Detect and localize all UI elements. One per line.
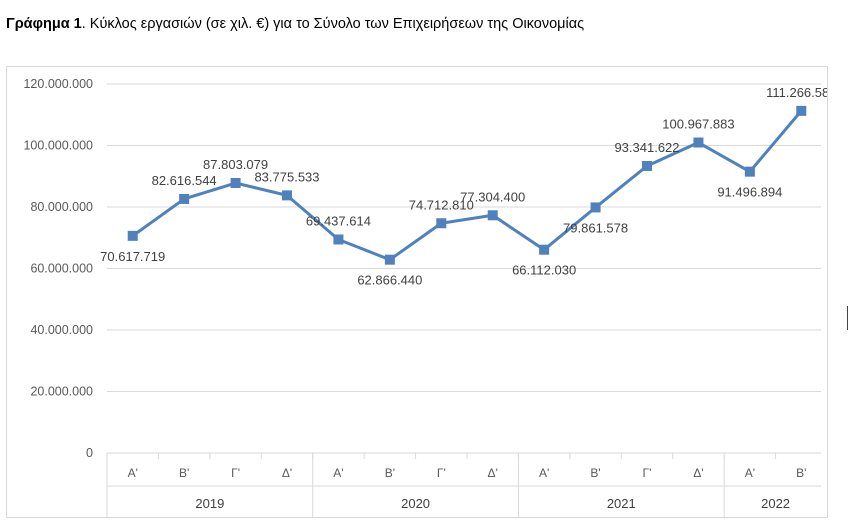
chart-area: 0 20.000.000 40.000.000 60.000.000 80.000.00… <box>6 66 828 518</box>
data-label: 79.861.578 <box>563 220 628 235</box>
x-category-label: Α' <box>539 466 549 480</box>
data-point-marker <box>539 244 550 255</box>
data-label: 77.304.400 <box>460 189 525 204</box>
x-category-label: Α' <box>128 466 138 480</box>
x-category-label: Β' <box>590 466 600 480</box>
data-label: 70.617.719 <box>100 249 165 264</box>
y-tick-label: 60.000.000 <box>30 262 93 276</box>
data-label: 69.437.614 <box>306 213 371 228</box>
data-label: 62.866.440 <box>357 273 422 288</box>
data-label: 100.967.883 <box>662 117 734 132</box>
x-category-label: Β' <box>796 466 806 480</box>
data-label: 111.266.580 <box>766 85 827 100</box>
data-point-marker <box>282 190 292 201</box>
x-category-label: Δ' <box>693 466 703 480</box>
x-category-label: Γ' <box>643 466 652 480</box>
x-category-label: Α' <box>333 466 343 480</box>
data-label: 74.712.810 <box>409 197 474 212</box>
data-point-marker <box>693 137 704 148</box>
x-category-label: Β' <box>385 466 395 480</box>
data-point-marker <box>230 178 241 189</box>
caption-text: . Κύκλος εργασιών (σε χιλ. €) για το Σύν… <box>81 16 585 32</box>
y-tick-label: 100.000.000 <box>23 139 93 153</box>
x-group-label: 2019 <box>195 496 224 511</box>
y-tick-label: 40.000.000 <box>30 323 93 337</box>
data-point-marker <box>179 193 190 204</box>
data-point-marker <box>744 166 755 177</box>
data-point-marker <box>384 254 395 265</box>
data-point-marker <box>590 202 601 213</box>
x-category-label: Γ' <box>437 466 446 480</box>
caption-number: Γράφημα 1 <box>6 16 82 32</box>
line-chart: 0 20.000.000 40.000.000 60.000.000 80.000.00… <box>23 77 827 517</box>
y-tick-label: 20.000.000 <box>30 385 93 399</box>
y-tick-label: 0 <box>86 446 93 460</box>
data-point-marker <box>642 160 652 171</box>
chart-caption: Γράφημα 1. Κύκλος εργασιών (σε χιλ. €) γ… <box>6 16 584 32</box>
data-point-marker <box>796 105 807 116</box>
data-point-marker <box>127 230 138 241</box>
x-group-label: 2022 <box>761 496 790 511</box>
x-category-label: Α' <box>745 466 755 480</box>
data-label: 82.616.544 <box>152 173 217 188</box>
y-tick-label: 80.000.000 <box>30 200 93 214</box>
data-point-marker <box>436 218 447 229</box>
data-point-marker <box>487 210 498 221</box>
x-group-label: 2021 <box>607 496 636 511</box>
x-category-label: Γ' <box>231 466 240 480</box>
text-cursor-mark <box>847 306 848 330</box>
data-label: 87.803.079 <box>203 157 268 172</box>
y-tick-label: 120.000.000 <box>23 77 93 91</box>
x-group-label: 2020 <box>401 496 430 511</box>
data-label: 66.112.030 <box>512 263 576 278</box>
x-category-label: Δ' <box>488 466 498 480</box>
x-category-label: Δ' <box>282 466 292 480</box>
x-category-label: Β' <box>179 466 189 480</box>
data-point-marker <box>333 234 344 245</box>
data-label: 91.496.894 <box>717 185 782 200</box>
series-line <box>131 109 803 262</box>
data-label: 83.775.533 <box>254 169 319 184</box>
data-label: 93.341.622 <box>614 140 679 155</box>
